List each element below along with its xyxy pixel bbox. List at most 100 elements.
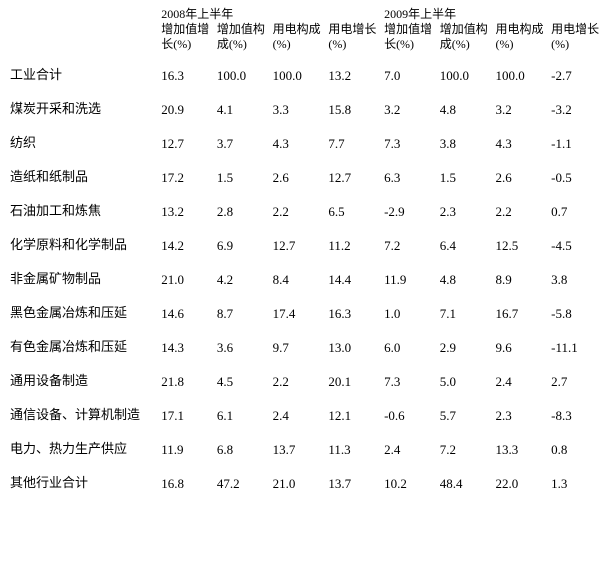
cell-b2: 2.9 <box>438 334 494 368</box>
cell-b2: 100.0 <box>438 62 494 96</box>
col-header-2008-elec-growth: 用电增长(%) <box>326 22 382 62</box>
cell-a2: 3.6 <box>215 334 271 368</box>
cell-b1: 10.2 <box>382 470 438 496</box>
cell-a1: 14.6 <box>159 300 215 334</box>
cell-a1: 21.0 <box>159 266 215 300</box>
cell-b3: 2.2 <box>493 198 549 232</box>
cell-b3: 3.2 <box>493 96 549 130</box>
cell-b2: 2.3 <box>438 198 494 232</box>
table-row: 石油加工和炼焦13.22.82.26.5-2.92.32.20.7 <box>8 198 605 232</box>
cell-a4: 12.1 <box>326 402 382 436</box>
row-label: 造纸和纸制品 <box>8 164 159 198</box>
cell-b1: -0.6 <box>382 402 438 436</box>
table-row: 非金属矿物制品21.04.28.414.411.94.88.93.8 <box>8 266 605 300</box>
cell-a4: 15.8 <box>326 96 382 130</box>
cell-b2: 7.2 <box>438 436 494 470</box>
table-row: 通信设备、计算机制造17.16.12.412.1-0.65.72.3-8.3 <box>8 402 605 436</box>
cell-b1: 7.3 <box>382 130 438 164</box>
cell-a4: 13.7 <box>326 470 382 496</box>
cell-a2: 6.8 <box>215 436 271 470</box>
cell-b4: -5.8 <box>549 300 605 334</box>
table-row: 纺织12.73.74.37.77.33.84.3-1.1 <box>8 130 605 164</box>
data-table-wrapper: 2008年上半年 2009年上半年 增加值增长(%) 增加值构成(%) 用电构成… <box>0 0 613 500</box>
cell-b4: 2.7 <box>549 368 605 402</box>
cell-b3: 4.3 <box>493 130 549 164</box>
cell-a1: 17.1 <box>159 402 215 436</box>
cell-b3: 9.6 <box>493 334 549 368</box>
cell-a4: 13.2 <box>326 62 382 96</box>
cell-a2: 100.0 <box>215 62 271 96</box>
cell-b4: -4.5 <box>549 232 605 266</box>
cell-a1: 17.2 <box>159 164 215 198</box>
cell-a4: 11.3 <box>326 436 382 470</box>
cell-b2: 5.0 <box>438 368 494 402</box>
cell-a2: 6.1 <box>215 402 271 436</box>
cell-b1: 1.0 <box>382 300 438 334</box>
col-header-label <box>8 4 159 62</box>
cell-b4: -3.2 <box>549 96 605 130</box>
cell-a3: 3.3 <box>271 96 327 130</box>
cell-b2: 4.8 <box>438 96 494 130</box>
table-header: 2008年上半年 2009年上半年 增加值增长(%) 增加值构成(%) 用电构成… <box>8 4 605 62</box>
cell-b1: 2.4 <box>382 436 438 470</box>
cell-a2: 6.9 <box>215 232 271 266</box>
cell-a2: 2.8 <box>215 198 271 232</box>
cell-a3: 2.4 <box>271 402 327 436</box>
cell-a3: 4.3 <box>271 130 327 164</box>
cell-b4: 3.8 <box>549 266 605 300</box>
col-header-2009-elec-growth: 用电增长(%) <box>549 22 605 62</box>
cell-a1: 16.8 <box>159 470 215 496</box>
col-header-2009-addval-comp: 增加值构成(%) <box>438 22 494 62</box>
cell-a2: 4.1 <box>215 96 271 130</box>
cell-b1: 7.0 <box>382 62 438 96</box>
cell-b3: 22.0 <box>493 470 549 496</box>
cell-b3: 2.3 <box>493 402 549 436</box>
cell-a4: 13.0 <box>326 334 382 368</box>
cell-a1: 16.3 <box>159 62 215 96</box>
cell-b3: 8.9 <box>493 266 549 300</box>
cell-a3: 9.7 <box>271 334 327 368</box>
row-label: 有色金属冶炼和压延 <box>8 334 159 368</box>
cell-b3: 12.5 <box>493 232 549 266</box>
cell-b4: -8.3 <box>549 402 605 436</box>
row-label: 其他行业合计 <box>8 470 159 496</box>
cell-a4: 16.3 <box>326 300 382 334</box>
cell-b4: -11.1 <box>549 334 605 368</box>
row-label: 电力、热力生产供应 <box>8 436 159 470</box>
cell-a4: 11.2 <box>326 232 382 266</box>
table-body: 工业合计16.3100.0100.013.27.0100.0100.0-2.7煤… <box>8 62 605 496</box>
cell-a2: 47.2 <box>215 470 271 496</box>
industry-data-table: 2008年上半年 2009年上半年 增加值增长(%) 增加值构成(%) 用电构成… <box>8 4 605 496</box>
cell-b3: 16.7 <box>493 300 549 334</box>
cell-a3: 17.4 <box>271 300 327 334</box>
cell-b1: 7.3 <box>382 368 438 402</box>
row-label: 黑色金属冶炼和压延 <box>8 300 159 334</box>
cell-a4: 14.4 <box>326 266 382 300</box>
cell-a1: 12.7 <box>159 130 215 164</box>
cell-b2: 5.7 <box>438 402 494 436</box>
cell-a3: 2.2 <box>271 198 327 232</box>
cell-a2: 8.7 <box>215 300 271 334</box>
cell-a4: 20.1 <box>326 368 382 402</box>
row-label: 非金属矿物制品 <box>8 266 159 300</box>
cell-a4: 7.7 <box>326 130 382 164</box>
cell-a1: 11.9 <box>159 436 215 470</box>
cell-a1: 14.2 <box>159 232 215 266</box>
row-label: 通用设备制造 <box>8 368 159 402</box>
col-header-2008-addval-comp: 增加值构成(%) <box>215 22 271 62</box>
group-header-2009: 2009年上半年 <box>382 4 605 22</box>
cell-b4: 0.7 <box>549 198 605 232</box>
cell-a3: 21.0 <box>271 470 327 496</box>
col-header-2008-elec-comp: 用电构成(%) <box>271 22 327 62</box>
cell-b4: 0.8 <box>549 436 605 470</box>
cell-a3: 13.7 <box>271 436 327 470</box>
table-row: 工业合计16.3100.0100.013.27.0100.0100.0-2.7 <box>8 62 605 96</box>
table-row: 煤炭开采和洗选20.94.13.315.83.24.83.2-3.2 <box>8 96 605 130</box>
cell-a2: 4.5 <box>215 368 271 402</box>
cell-a3: 8.4 <box>271 266 327 300</box>
cell-b3: 13.3 <box>493 436 549 470</box>
table-row: 黑色金属冶炼和压延14.68.717.416.31.07.116.7-5.8 <box>8 300 605 334</box>
table-row: 造纸和纸制品17.21.52.612.76.31.52.6-0.5 <box>8 164 605 198</box>
cell-b3: 100.0 <box>493 62 549 96</box>
cell-b1: 6.3 <box>382 164 438 198</box>
